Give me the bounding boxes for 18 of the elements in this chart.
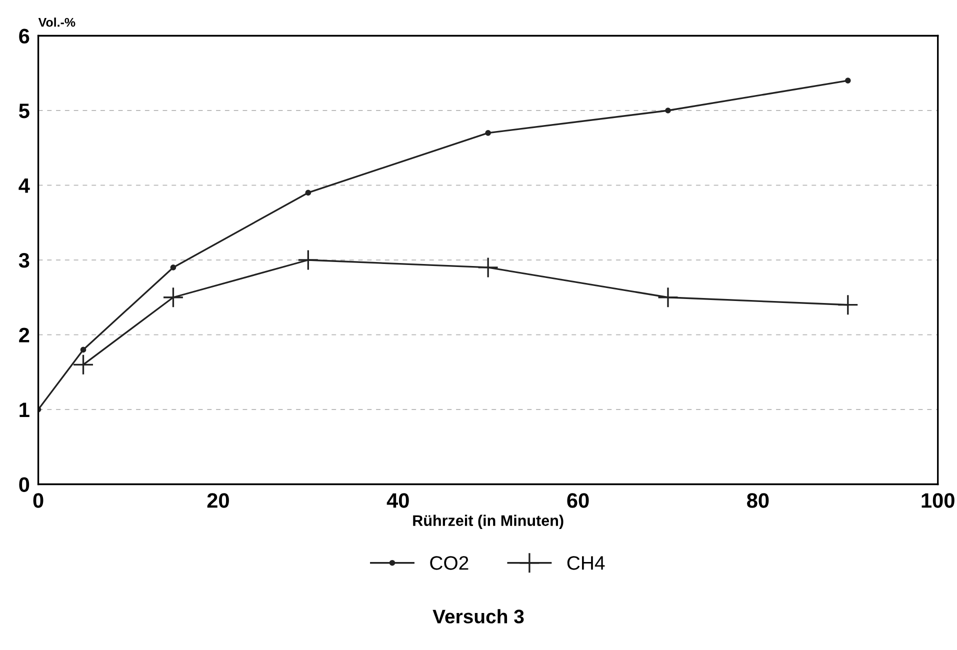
x-tick-label: 80 — [747, 493, 769, 508]
x-tick-label: 40 — [386, 493, 409, 508]
x-axis-title: Rührzeit (in Minuten) — [413, 514, 564, 530]
y-axis-title: Vol.-% — [38, 18, 76, 27]
x-tick-label: 20 — [207, 493, 229, 508]
y-tick-label: 2 — [19, 328, 30, 342]
y-tick-label: 5 — [19, 104, 30, 118]
x-tick-label: 100 — [922, 493, 954, 508]
y-tick-label: 0 — [19, 477, 30, 492]
y-tick-label: 1 — [20, 402, 30, 418]
x-tick-label: 0 — [33, 493, 44, 508]
legend-label: CO2 — [430, 556, 468, 570]
legend-label: CH4 — [567, 556, 605, 570]
text: Versuch 3 — [432, 609, 524, 624]
y-tick-label: 4 — [18, 178, 30, 193]
y-tick-label: 3 — [18, 253, 30, 268]
x-tick-label: 60 — [567, 493, 589, 508]
y-tick-label: 6 — [19, 28, 30, 44]
